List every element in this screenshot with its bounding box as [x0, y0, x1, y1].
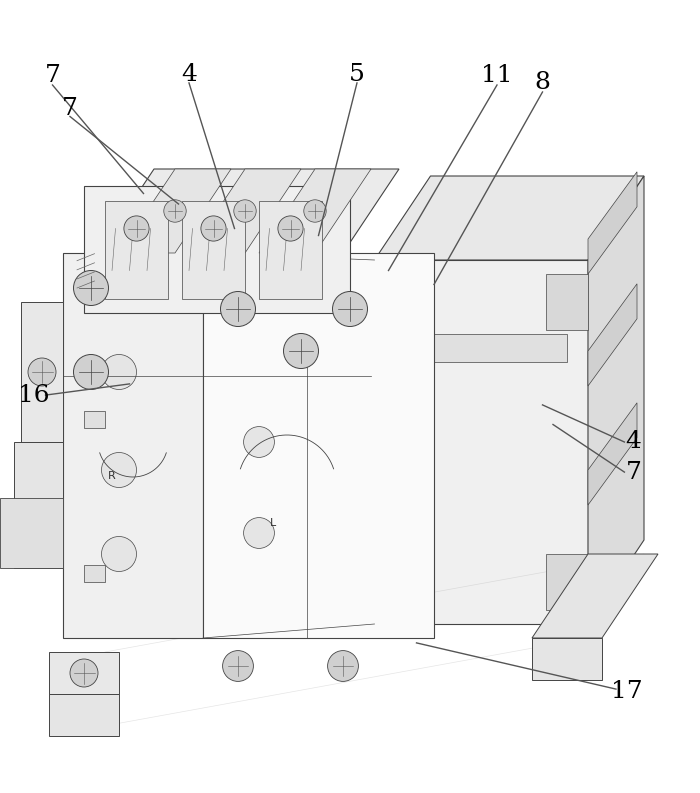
Bar — [532, 638, 602, 680]
Circle shape — [201, 216, 226, 241]
Circle shape — [244, 518, 274, 549]
Circle shape — [102, 354, 136, 389]
Circle shape — [223, 650, 253, 681]
Bar — [84, 186, 350, 312]
Circle shape — [74, 354, 108, 389]
Bar — [382, 512, 402, 554]
Bar — [84, 411, 105, 428]
Polygon shape — [98, 169, 399, 253]
Text: 4: 4 — [626, 431, 641, 454]
Bar — [84, 565, 105, 582]
Text: 7: 7 — [45, 64, 60, 87]
Text: 7: 7 — [62, 97, 78, 120]
Polygon shape — [119, 169, 231, 253]
Circle shape — [164, 200, 186, 222]
Circle shape — [284, 334, 318, 369]
Polygon shape — [374, 176, 644, 260]
Text: L: L — [270, 518, 276, 527]
Text: 4: 4 — [181, 63, 197, 86]
Circle shape — [220, 292, 256, 327]
Circle shape — [244, 427, 274, 458]
Bar — [546, 274, 588, 330]
Circle shape — [28, 358, 56, 386]
Polygon shape — [63, 253, 203, 638]
Polygon shape — [588, 403, 637, 505]
Text: 16: 16 — [18, 384, 50, 407]
Circle shape — [328, 650, 358, 681]
Circle shape — [124, 216, 149, 241]
Polygon shape — [203, 253, 434, 638]
Bar — [0, 498, 63, 568]
Circle shape — [278, 216, 303, 241]
Polygon shape — [374, 260, 588, 624]
Circle shape — [74, 270, 108, 305]
Polygon shape — [14, 442, 63, 568]
Bar — [546, 554, 588, 610]
Circle shape — [70, 659, 98, 687]
Circle shape — [234, 200, 256, 222]
Bar — [382, 386, 402, 428]
Text: 5: 5 — [349, 63, 365, 86]
Polygon shape — [21, 302, 63, 442]
Bar — [49, 694, 119, 736]
Bar — [382, 288, 402, 330]
Circle shape — [304, 200, 326, 222]
Circle shape — [102, 453, 136, 488]
Polygon shape — [588, 172, 637, 274]
Bar — [105, 201, 168, 298]
Text: 17: 17 — [610, 680, 643, 703]
Bar — [395, 334, 567, 362]
Text: 11: 11 — [482, 64, 512, 87]
Text: 7: 7 — [626, 461, 641, 484]
Polygon shape — [588, 284, 637, 386]
Polygon shape — [49, 652, 119, 694]
Polygon shape — [189, 169, 301, 253]
Polygon shape — [588, 176, 644, 624]
Polygon shape — [532, 554, 658, 638]
Polygon shape — [259, 169, 371, 253]
Circle shape — [102, 537, 136, 572]
Text: R: R — [108, 471, 116, 481]
Circle shape — [332, 292, 368, 327]
Bar — [182, 201, 245, 298]
Text: 8: 8 — [535, 71, 550, 94]
Bar — [259, 201, 322, 298]
